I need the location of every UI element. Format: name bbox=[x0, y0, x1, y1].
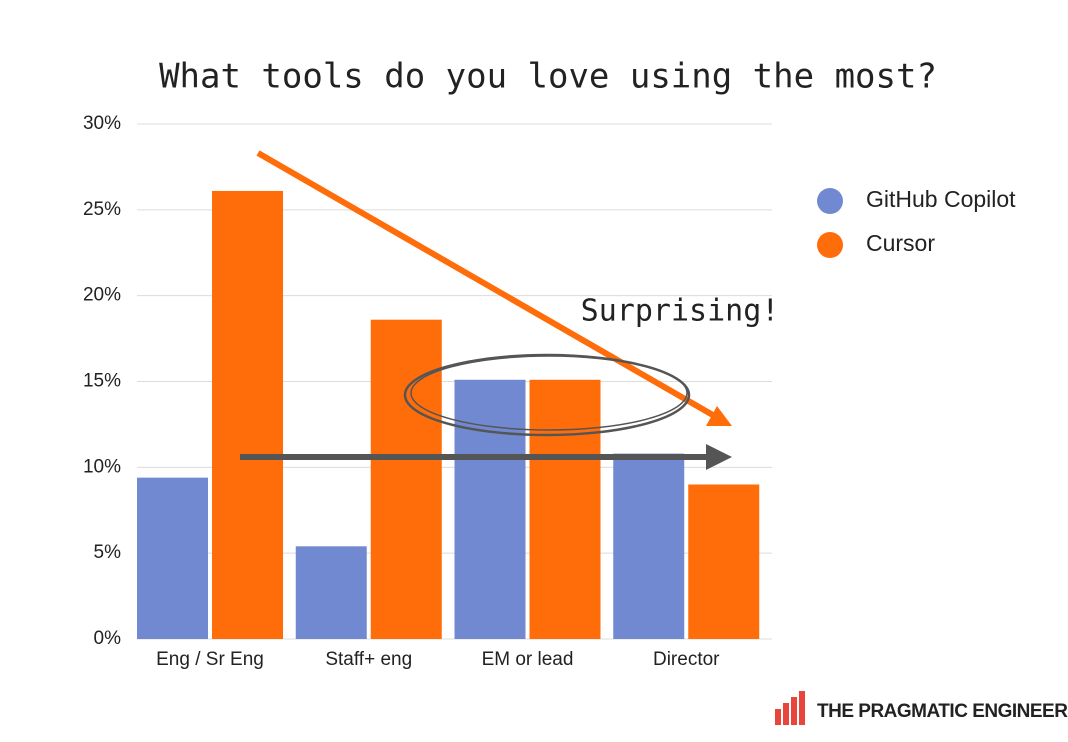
arrow-head bbox=[706, 406, 732, 426]
bar bbox=[529, 379, 601, 639]
bar bbox=[212, 190, 283, 639]
logo-bar bbox=[775, 709, 781, 725]
bar bbox=[613, 453, 685, 639]
bar bbox=[370, 319, 442, 639]
bar bbox=[137, 477, 208, 639]
legend-swatch bbox=[817, 232, 843, 258]
bar bbox=[454, 379, 526, 639]
y-tick-label: 20% bbox=[83, 285, 121, 306]
x-tick-label: Eng / Sr Eng bbox=[156, 649, 264, 670]
brand: THE PRAGMATIC ENGINEER bbox=[817, 701, 1068, 722]
y-tick-label: 0% bbox=[94, 628, 122, 649]
highlight-circle bbox=[410, 355, 688, 431]
logo-bar bbox=[799, 691, 805, 725]
x-tick-label: Director bbox=[653, 649, 720, 670]
bar bbox=[295, 546, 367, 639]
logo-bar bbox=[791, 697, 797, 725]
y-tick-label: 15% bbox=[83, 371, 121, 392]
x-tick-label: EM or lead bbox=[482, 649, 574, 670]
bar bbox=[688, 484, 760, 639]
legend-label: Cursor bbox=[866, 230, 935, 256]
arrow-head bbox=[706, 444, 732, 470]
y-tick-label: 30% bbox=[83, 113, 121, 134]
x-tick-label: Staff+ eng bbox=[325, 649, 412, 670]
trend-arrow bbox=[256, 150, 720, 421]
y-tick-label: 10% bbox=[83, 456, 121, 477]
highlight-circle bbox=[403, 353, 691, 437]
annotation: Surprising! bbox=[581, 294, 780, 329]
y-tick-label: 5% bbox=[94, 542, 122, 563]
plot: 0% 5% 10% 15% 20% 25% 30% Eng / Sr Eng Staff+ en… bbox=[83, 113, 1016, 670]
y-tick-label: 25% bbox=[83, 199, 121, 220]
legend-label: GitHub Copilot bbox=[866, 186, 1016, 212]
legend-swatch bbox=[817, 188, 843, 214]
chart-title: What tools do you love using the most? bbox=[159, 57, 937, 97]
logo bbox=[775, 691, 805, 725]
logo-bar bbox=[783, 703, 789, 725]
